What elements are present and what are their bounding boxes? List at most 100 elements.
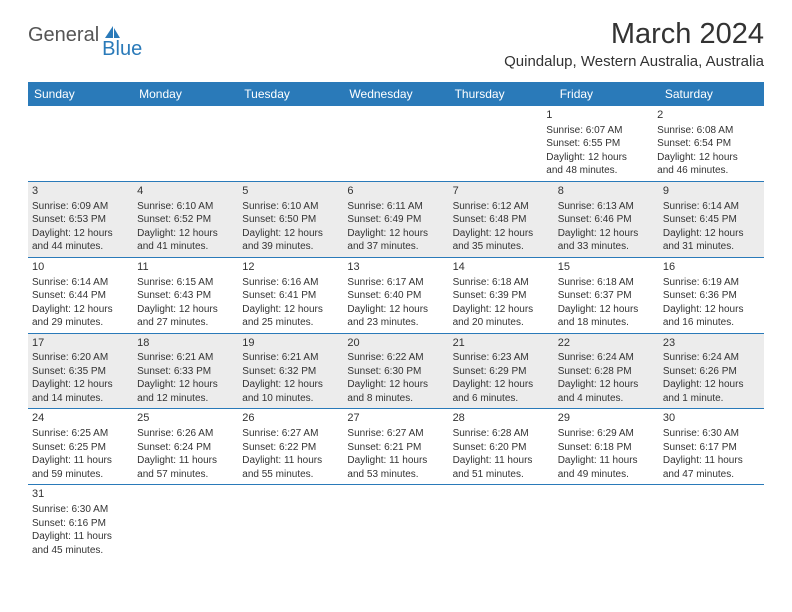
day-info-line: and 6 minutes. [453, 392, 550, 406]
day-cell: 30Sunrise: 6:30 AMSunset: 6:17 PMDayligh… [659, 409, 764, 484]
day-number: 19 [242, 336, 339, 351]
day-cell: 11Sunrise: 6:15 AMSunset: 6:43 PMDayligh… [133, 258, 238, 333]
empty-cell [28, 106, 131, 181]
empty-cell [660, 485, 764, 560]
day-info-line: Sunset: 6:17 PM [663, 441, 760, 455]
day-number: 25 [137, 411, 234, 426]
day-info-line: Sunset: 6:18 PM [558, 441, 655, 455]
day-info-line: Sunrise: 6:25 AM [32, 427, 129, 441]
day-info-line: Sunrise: 6:14 AM [663, 200, 760, 214]
weekday-header: Monday [133, 82, 238, 106]
day-info-line: and 29 minutes. [32, 316, 129, 330]
day-info-line: and 8 minutes. [347, 392, 444, 406]
weekday-header-row: SundayMondayTuesdayWednesdayThursdayFrid… [28, 82, 764, 106]
day-number: 13 [347, 260, 444, 275]
day-info-line: Sunset: 6:46 PM [558, 213, 655, 227]
day-info-line: and 10 minutes. [242, 392, 339, 406]
day-info-line: Daylight: 12 hours [347, 227, 444, 241]
day-info-line: Sunset: 6:25 PM [32, 441, 129, 455]
day-number: 18 [137, 336, 234, 351]
day-info-line: Daylight: 12 hours [32, 227, 129, 241]
day-info-line: and 25 minutes. [242, 316, 339, 330]
weekday-header: Wednesday [343, 82, 448, 106]
day-info-line: and 51 minutes. [453, 468, 550, 482]
day-info-line: and 1 minute. [663, 392, 760, 406]
day-info-line: Sunrise: 6:27 AM [242, 427, 339, 441]
day-info-line: and 53 minutes. [347, 468, 444, 482]
day-info-line: Daylight: 12 hours [137, 378, 234, 392]
day-info-line: Sunset: 6:50 PM [242, 213, 339, 227]
day-number: 7 [453, 184, 550, 199]
day-info-line: Sunrise: 6:23 AM [453, 351, 550, 365]
day-info-line: Sunrise: 6:30 AM [663, 427, 760, 441]
day-number: 6 [347, 184, 444, 199]
day-info-line: Daylight: 12 hours [453, 227, 550, 241]
day-info-line: Sunrise: 6:11 AM [347, 200, 444, 214]
day-info-line: Sunset: 6:52 PM [137, 213, 234, 227]
day-cell: 28Sunrise: 6:28 AMSunset: 6:20 PMDayligh… [449, 409, 554, 484]
day-cell: 16Sunrise: 6:19 AMSunset: 6:36 PMDayligh… [659, 258, 764, 333]
day-info-line: Daylight: 12 hours [453, 378, 550, 392]
empty-cell [140, 485, 244, 560]
week-row: 31Sunrise: 6:30 AMSunset: 6:16 PMDayligh… [28, 485, 764, 560]
day-info-line: Daylight: 12 hours [546, 151, 649, 165]
day-number: 20 [347, 336, 444, 351]
day-info-line: Daylight: 11 hours [347, 454, 444, 468]
day-cell: 1Sunrise: 6:07 AMSunset: 6:55 PMDaylight… [542, 106, 653, 181]
day-number: 16 [663, 260, 760, 275]
day-info-line: Sunrise: 6:30 AM [32, 503, 136, 517]
day-number: 11 [137, 260, 234, 275]
calendar: SundayMondayTuesdayWednesdayThursdayFrid… [28, 82, 764, 560]
day-info-line: and 37 minutes. [347, 240, 444, 254]
day-info-line: Daylight: 11 hours [32, 454, 129, 468]
empty-cell [337, 106, 440, 181]
day-info-line: and 46 minutes. [657, 164, 760, 178]
day-cell: 23Sunrise: 6:24 AMSunset: 6:26 PMDayligh… [659, 334, 764, 409]
day-info-line: Sunset: 6:36 PM [663, 289, 760, 303]
day-cell: 14Sunrise: 6:18 AMSunset: 6:39 PMDayligh… [449, 258, 554, 333]
day-info-line: Sunrise: 6:15 AM [137, 276, 234, 290]
week-row: 3Sunrise: 6:09 AMSunset: 6:53 PMDaylight… [28, 182, 764, 258]
day-info-line: and 23 minutes. [347, 316, 444, 330]
empty-cell [131, 106, 234, 181]
day-number: 29 [558, 411, 655, 426]
day-info-line: Sunset: 6:40 PM [347, 289, 444, 303]
day-number: 26 [242, 411, 339, 426]
day-info-line: Daylight: 12 hours [242, 303, 339, 317]
day-info-line: Sunset: 6:43 PM [137, 289, 234, 303]
logo-text-blue: Blue [102, 38, 142, 61]
day-cell: 27Sunrise: 6:27 AMSunset: 6:21 PMDayligh… [343, 409, 448, 484]
day-info-line: Sunset: 6:29 PM [453, 365, 550, 379]
day-info-line: Sunrise: 6:07 AM [546, 124, 649, 138]
day-info-line: Sunrise: 6:14 AM [32, 276, 129, 290]
day-info-line: Daylight: 12 hours [558, 378, 655, 392]
day-info-line: Sunrise: 6:08 AM [657, 124, 760, 138]
week-row: 1Sunrise: 6:07 AMSunset: 6:55 PMDaylight… [28, 106, 764, 182]
day-info-line: and 33 minutes. [558, 240, 655, 254]
day-cell: 15Sunrise: 6:18 AMSunset: 6:37 PMDayligh… [554, 258, 659, 333]
day-info-line: Sunset: 6:55 PM [546, 137, 649, 151]
week-row: 10Sunrise: 6:14 AMSunset: 6:44 PMDayligh… [28, 258, 764, 334]
day-info-line: Sunset: 6:45 PM [663, 213, 760, 227]
day-number: 15 [558, 260, 655, 275]
title-block: March 2024 Quindalup, Western Australia,… [504, 18, 764, 70]
day-cell: 22Sunrise: 6:24 AMSunset: 6:28 PMDayligh… [554, 334, 659, 409]
day-info-line: and 49 minutes. [558, 468, 655, 482]
day-cell: 29Sunrise: 6:29 AMSunset: 6:18 PMDayligh… [554, 409, 659, 484]
logo-text-general: General [28, 24, 99, 47]
day-info-line: Daylight: 12 hours [558, 227, 655, 241]
day-cell: 21Sunrise: 6:23 AMSunset: 6:29 PMDayligh… [449, 334, 554, 409]
page-title: March 2024 [504, 18, 764, 51]
day-info-line: Daylight: 12 hours [32, 378, 129, 392]
day-number: 21 [453, 336, 550, 351]
day-info-line: and 4 minutes. [558, 392, 655, 406]
day-number: 24 [32, 411, 129, 426]
day-info-line: Daylight: 12 hours [453, 303, 550, 317]
day-number: 23 [663, 336, 760, 351]
day-number: 31 [32, 487, 136, 502]
day-number: 28 [453, 411, 550, 426]
day-number: 4 [137, 184, 234, 199]
day-cell: 25Sunrise: 6:26 AMSunset: 6:24 PMDayligh… [133, 409, 238, 484]
day-number: 9 [663, 184, 760, 199]
empty-cell [439, 106, 542, 181]
